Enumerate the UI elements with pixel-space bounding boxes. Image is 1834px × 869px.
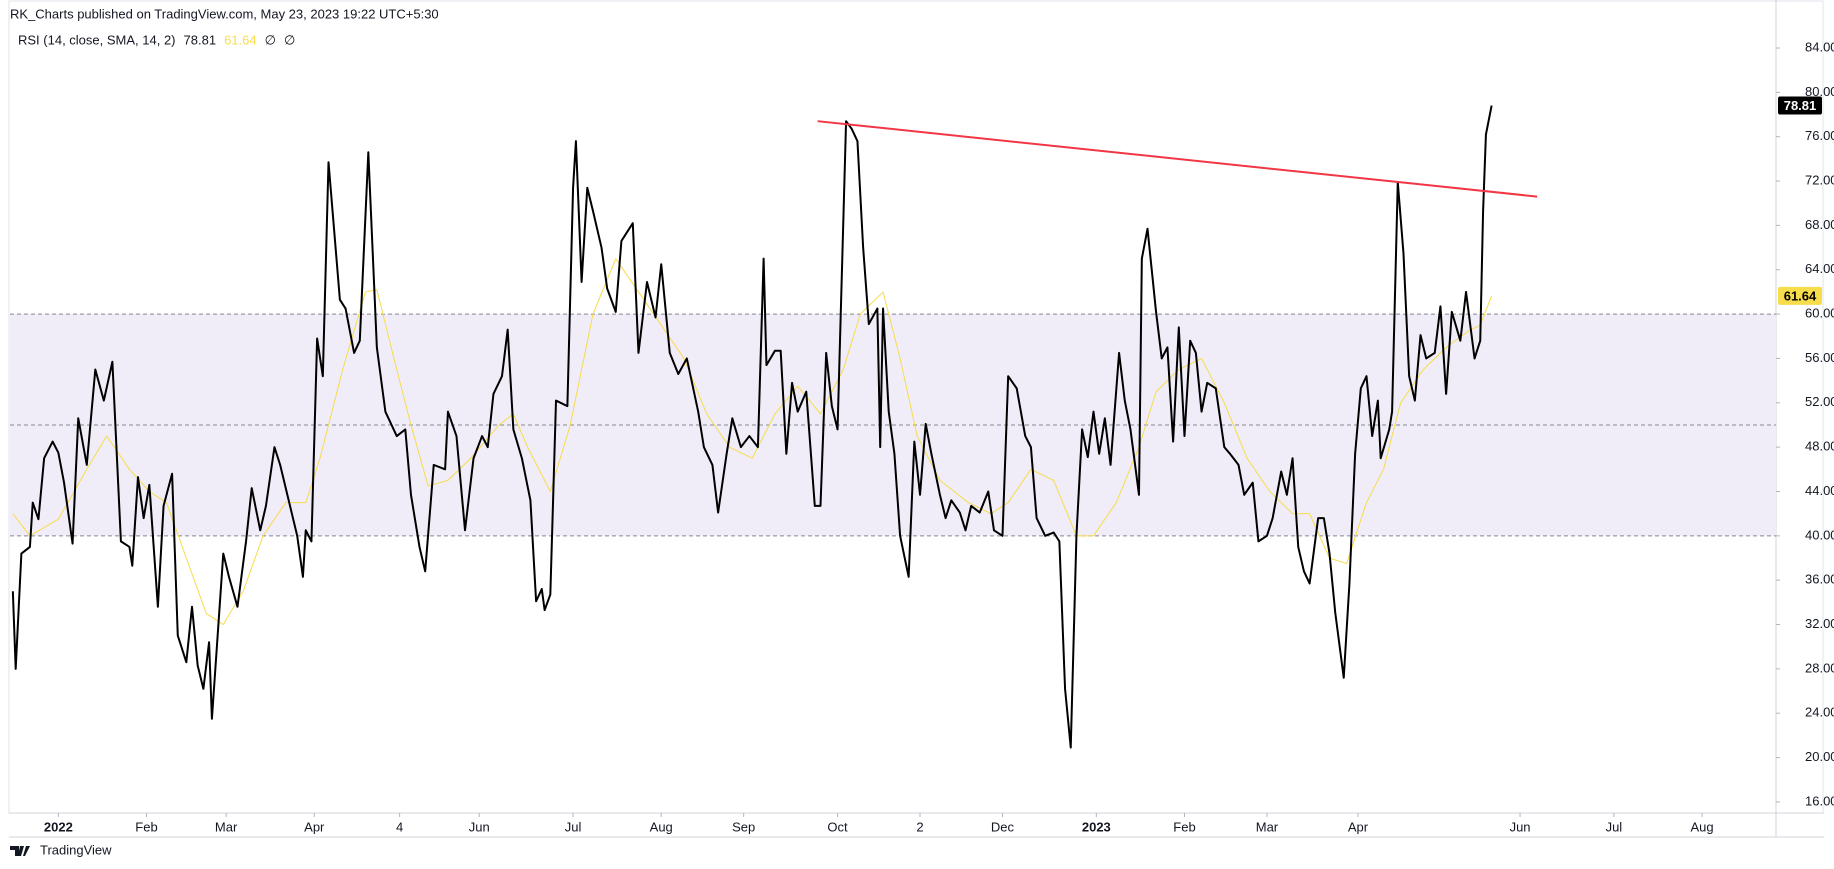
x-tick-label: Mar [215, 819, 238, 834]
y-tick-label: 80.00 [1805, 84, 1834, 99]
price-label: 61.64 [1784, 288, 1817, 303]
y-tick-label: 36.00 [1805, 572, 1834, 587]
x-tick-label: Apr [304, 819, 325, 834]
price-label-box [1778, 286, 1822, 305]
y-tick-label: 40.00 [1805, 527, 1834, 542]
x-tick-label: 4 [396, 819, 403, 834]
y-tick-label: 28.00 [1805, 660, 1834, 675]
x-tick-label: Feb [1173, 819, 1195, 834]
x-tick-label: Jul [565, 819, 582, 834]
x-tick-label: 2022 [44, 819, 73, 834]
legend-value: 78.81 [184, 32, 217, 47]
y-tick-label: 48.00 [1805, 439, 1834, 454]
x-tick-label: Apr [1348, 819, 1369, 834]
y-tick-label: 60.00 [1805, 306, 1834, 321]
x-tick-label: 2 [916, 819, 923, 834]
y-tick-label: 20.00 [1805, 749, 1834, 764]
x-tick-label: Feb [135, 819, 157, 834]
footer-brand: TradingView [40, 842, 112, 857]
y-tick-label: 64.00 [1805, 261, 1834, 276]
trendline [817, 120, 1538, 198]
y-tick-label: 44.00 [1805, 483, 1834, 498]
x-tick-label: Oct [827, 819, 848, 834]
tv-logo [10, 846, 30, 856]
legend-extra: ∅ [284, 32, 295, 47]
y-tick-label: 32.00 [1805, 616, 1834, 631]
x-tick-label: Aug [650, 819, 673, 834]
price-label-box [1778, 96, 1822, 115]
x-tick-label: Jun [469, 819, 490, 834]
x-tick-label: Jul [1606, 819, 1623, 834]
x-tick-label: Mar [1256, 819, 1279, 834]
price-label: 78.81 [1784, 98, 1817, 113]
x-tick-label: 2023 [1082, 819, 1111, 834]
y-tick-label: 52.00 [1805, 394, 1834, 409]
rsi-line [11, 105, 1493, 749]
legend-extra: ∅ [265, 32, 276, 47]
y-tick-label: 16.00 [1805, 793, 1834, 808]
y-tick-label: 24.00 [1805, 705, 1834, 720]
legend-value: 61.64 [224, 32, 257, 47]
rsi-line [12, 258, 1493, 626]
legend-indicator: RSI (14, close, SMA, 14, 2) [18, 32, 176, 47]
y-tick-label: 76.00 [1805, 128, 1834, 143]
header: RK_Charts published on TradingView.com, … [10, 6, 439, 21]
x-tick-label: Aug [1690, 819, 1713, 834]
x-tick-label: Dec [991, 819, 1015, 834]
y-tick-label: 84.00 [1805, 39, 1834, 54]
y-tick-label: 72.00 [1805, 172, 1834, 187]
y-tick-label: 56.00 [1805, 350, 1834, 365]
x-tick-label: Sep [732, 819, 755, 834]
x-tick-label: Jun [1510, 819, 1531, 834]
y-tick-label: 68.00 [1805, 217, 1834, 232]
